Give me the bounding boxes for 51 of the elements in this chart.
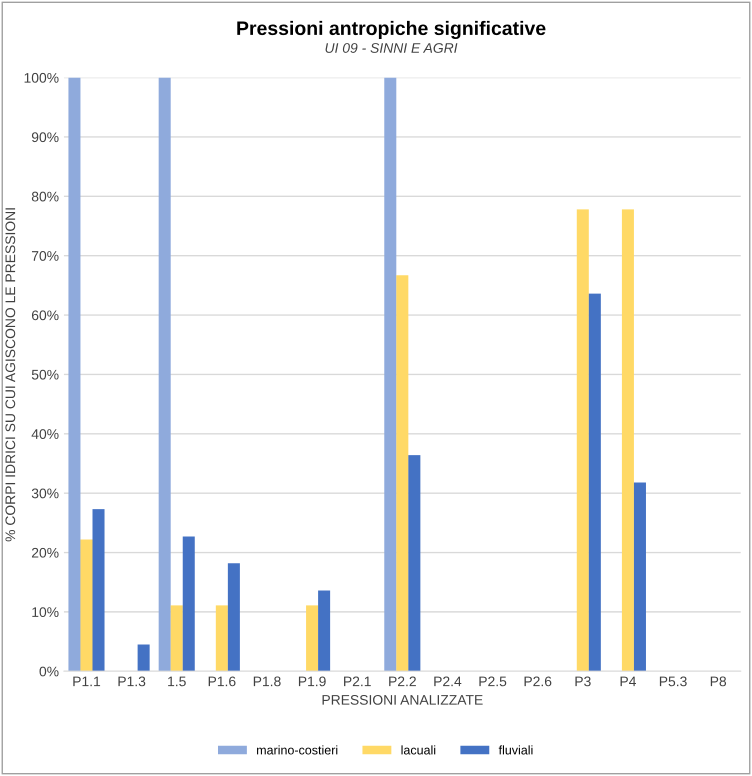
y-tick-label: 0% <box>40 666 59 676</box>
chart-title: Pressioni antropiche significative <box>237 20 546 40</box>
bar <box>68 78 80 672</box>
x-tick-label: P8 <box>710 676 726 686</box>
x-tick-label: P1.9 <box>298 676 326 686</box>
x-tick-label: P1.3 <box>118 676 146 686</box>
legend-label: lacuali <box>401 745 436 755</box>
y-tick-label: 10% <box>32 607 59 618</box>
bar <box>396 275 408 672</box>
x-tick-label: P1.1 <box>73 676 100 686</box>
y-tick-label: 90% <box>32 132 59 142</box>
x-tick-label: 1.5 <box>168 676 186 686</box>
y-axis-title: % CORPI IDRICI SU CUI AGISCONO LE PRESSIONI <box>5 208 16 542</box>
legend-label: fluviali <box>498 745 532 755</box>
bar <box>158 78 171 672</box>
y-tick-label: 70% <box>32 251 59 261</box>
y-tick-label: 80% <box>32 192 59 202</box>
bar <box>138 644 150 672</box>
y-tick-label: 20% <box>32 548 59 558</box>
x-tick-label: P4 <box>620 676 636 686</box>
chart-subtitle: UI 09 - SINNI E AGRI <box>326 43 458 53</box>
bar <box>622 209 634 672</box>
bar <box>306 605 318 672</box>
bar <box>182 536 195 672</box>
x-tick-label: P1.8 <box>254 676 281 686</box>
bar <box>80 539 92 672</box>
x-tick-label: P2.2 <box>389 676 416 686</box>
bar <box>228 563 240 672</box>
bar <box>318 590 330 672</box>
y-tick-label: 30% <box>32 488 59 498</box>
y-tick-label: 40% <box>32 429 59 439</box>
y-tick-label: 60% <box>32 310 59 320</box>
legend-label: marino-costieri <box>257 745 338 755</box>
bar <box>216 605 228 672</box>
x-tick-label: P2.4 <box>434 676 462 686</box>
x-axis-title: PRESSIONI ANALIZZATE <box>322 694 483 705</box>
x-tick-label: P3 <box>575 676 591 686</box>
bar <box>384 78 396 672</box>
bar <box>588 294 601 672</box>
x-tick-label: P1.6 <box>208 676 236 686</box>
bar <box>170 605 183 672</box>
x-tick-label: P2.6 <box>524 676 552 686</box>
x-tick-label: P2.5 <box>479 676 506 686</box>
bar <box>92 509 105 672</box>
bar <box>408 455 420 672</box>
y-tick-label: 50% <box>32 370 59 380</box>
y-tick-label: 100% <box>24 72 59 83</box>
bar <box>576 209 589 672</box>
x-tick-label: P5.3 <box>660 676 687 686</box>
x-tick-label: P2.1 <box>344 676 371 686</box>
bar <box>634 482 646 672</box>
